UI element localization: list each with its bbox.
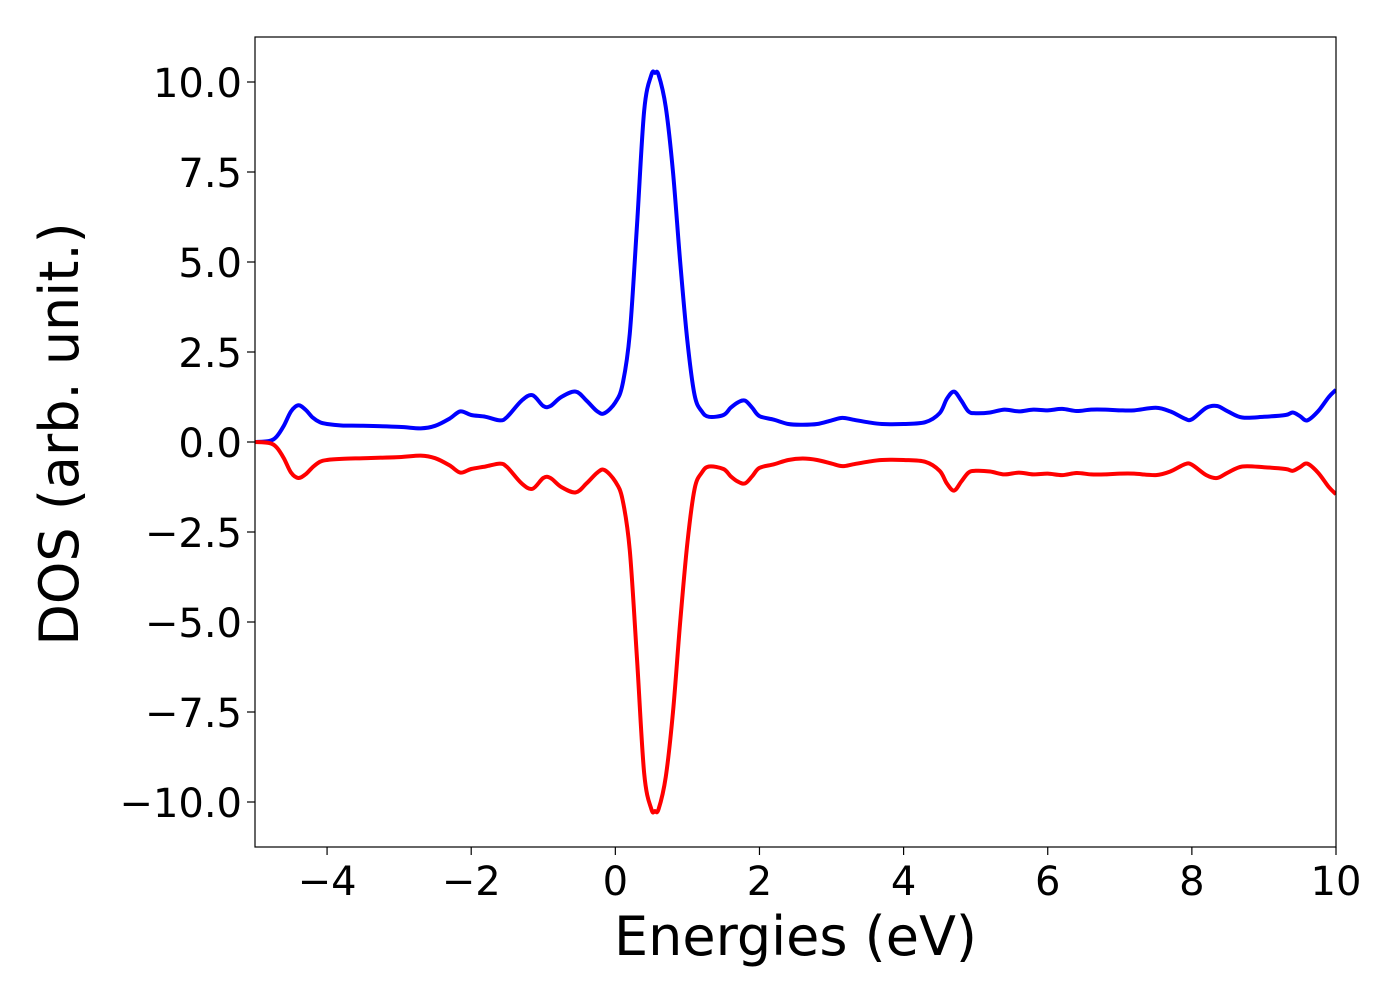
series-line-2 <box>255 440 1336 815</box>
x-tick-label: 2 <box>747 859 772 905</box>
x-tick-label: 8 <box>1179 859 1204 905</box>
curves-layer <box>255 69 1336 815</box>
x-tick-label: 10 <box>1311 859 1362 905</box>
x-tick-label: 0 <box>603 859 628 905</box>
y-axis: 10.0 7.5 5.0 2.5 0.0 −2.5 −5.0 −7.5 −10.0 <box>119 61 255 827</box>
y-tick-label: 0.0 <box>178 421 242 467</box>
y-tick-label: −5.0 <box>145 601 242 647</box>
series-line-1 <box>255 69 1336 444</box>
y-tick-label: 2.5 <box>178 331 242 377</box>
x-tick-label: −4 <box>298 859 357 905</box>
y-tick-label: −7.5 <box>145 691 242 737</box>
x-axis: −4 −2 0 2 4 6 8 10 <box>298 847 1362 905</box>
x-tick-label: 6 <box>1035 859 1060 905</box>
y-tick-label: 7.5 <box>178 151 242 197</box>
y-tick-label: −2.5 <box>145 511 242 557</box>
x-tick-label: 4 <box>891 859 916 905</box>
y-tick-label: 10.0 <box>153 61 242 107</box>
y-tick-label: −10.0 <box>119 781 242 827</box>
y-tick-label: 5.0 <box>178 241 242 287</box>
plot-frame <box>254 36 1337 848</box>
x-tick-label: −2 <box>442 859 501 905</box>
y-axis-title: DOS (arb. unit.) <box>28 222 91 645</box>
x-axis-title: Energies (eV) <box>614 905 977 968</box>
